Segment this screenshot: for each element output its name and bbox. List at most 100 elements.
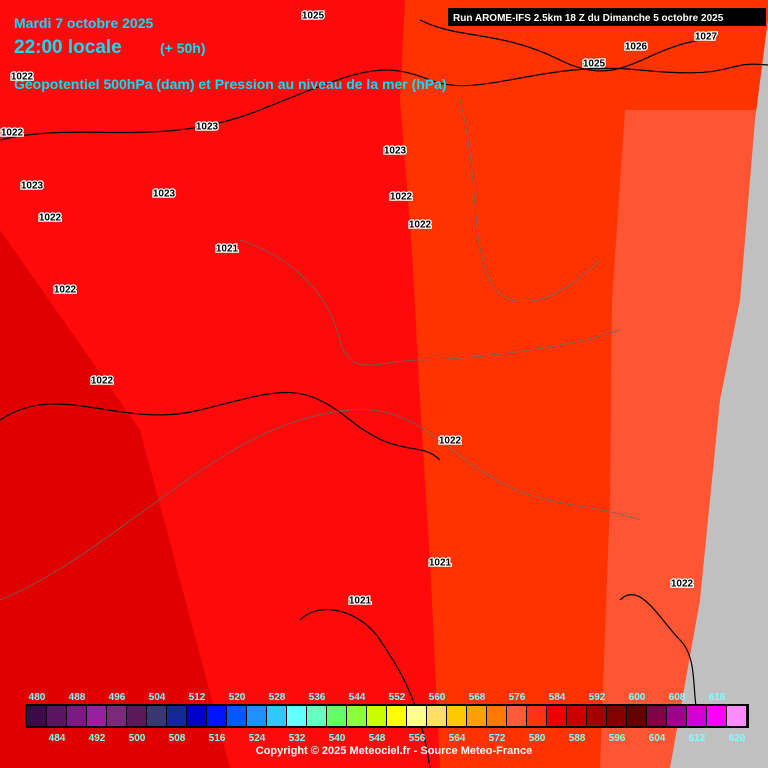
legend-swatch — [27, 706, 46, 726]
legend-swatch — [467, 706, 486, 726]
legend-swatch — [327, 706, 346, 726]
legend-swatch — [367, 706, 386, 726]
legend-label: 532 — [289, 733, 306, 744]
legend-label: 580 — [529, 733, 546, 744]
legend-label: 620 — [729, 733, 746, 744]
legend-label: 588 — [569, 733, 586, 744]
isobar-label: 1023 — [384, 146, 407, 157]
legend-label: 612 — [689, 733, 706, 744]
legend-swatch — [347, 706, 366, 726]
legend-label: 544 — [349, 692, 366, 703]
legend-label: 540 — [329, 733, 346, 744]
legend-label: 596 — [609, 733, 626, 744]
legend-swatch — [487, 706, 506, 726]
isobar-label: 1027 — [695, 32, 718, 43]
legend-swatch — [607, 706, 626, 726]
legend-swatch — [707, 706, 726, 726]
legend-swatch — [387, 706, 406, 726]
isobar-label: 1025 — [583, 59, 606, 70]
legend-label: 568 — [469, 692, 486, 703]
legend-swatch — [87, 706, 106, 726]
legend-label: 592 — [589, 692, 606, 703]
time: 22:00 locale — [14, 37, 122, 58]
isobar-label: 1021 — [429, 558, 452, 569]
legend-label: 564 — [449, 733, 466, 744]
run-box — [448, 8, 766, 26]
legend-swatch — [667, 706, 686, 726]
legend-label: 600 — [629, 692, 646, 703]
legend-swatch — [147, 706, 166, 726]
legend-swatch — [127, 706, 146, 726]
legend-swatch — [527, 706, 546, 726]
isobar-label: 1022 — [54, 285, 77, 296]
isobar-label: 1022 — [439, 436, 462, 447]
legend-label: 560 — [429, 692, 446, 703]
legend-label: 488 — [69, 692, 86, 703]
legend-label: 492 — [89, 733, 106, 744]
legend-swatch — [107, 706, 126, 726]
borders — [0, 99, 641, 601]
legend-swatch — [427, 706, 446, 726]
legend-swatch — [307, 706, 326, 726]
legend-label: 604 — [649, 733, 666, 744]
isobar-label: 1022 — [409, 220, 432, 231]
legend-swatch — [247, 706, 266, 726]
legend-label: 516 — [209, 733, 226, 744]
legend-swatch — [447, 706, 466, 726]
legend-label: 524 — [249, 733, 266, 744]
legend-swatch — [547, 706, 566, 726]
legend-label: 496 — [109, 692, 126, 703]
isobar-label: 1022 — [671, 579, 694, 590]
legend-swatch — [47, 706, 66, 726]
legend-label: 528 — [269, 692, 286, 703]
legend-label: 616 — [709, 692, 726, 703]
isobar-label: 1022 — [390, 192, 413, 203]
legend-swatch — [207, 706, 226, 726]
legend-swatch — [507, 706, 526, 726]
no-data — [670, 0, 768, 768]
isobar-label: 1023 — [196, 122, 219, 133]
legend-label: 500 — [129, 733, 146, 744]
copyright: Copyright © 2025 Meteociel.fr - Source M… — [256, 745, 532, 757]
legend-label: 508 — [169, 733, 186, 744]
legend-swatch — [67, 706, 86, 726]
legend-label: 512 — [189, 692, 206, 703]
lead: (+ 50h) — [160, 40, 206, 56]
legend-label: 480 — [29, 692, 46, 703]
legend-label: 576 — [509, 692, 526, 703]
legend-label: 504 — [149, 692, 166, 703]
run-info: Run AROME-IFS 2.5km 18 Z du Dimanche 5 o… — [453, 13, 724, 24]
legend-swatch — [227, 706, 246, 726]
legend-label: 520 — [229, 692, 246, 703]
isobar-label: 1026 — [625, 42, 648, 53]
legend-label: 536 — [309, 692, 326, 703]
isobar-label: 1023 — [153, 189, 176, 200]
legend-label: 556 — [409, 733, 426, 744]
legend-swatch — [407, 706, 426, 726]
legend-swatch — [647, 706, 666, 726]
legend-label: 608 — [669, 692, 686, 703]
isobar-label: 1021 — [216, 244, 239, 255]
field-title: Geopotentiel 500hPa (dam) et Pression au… — [14, 76, 447, 92]
legend-swatch — [267, 706, 286, 726]
legend-swatch — [187, 706, 206, 726]
legend-label: 552 — [389, 692, 406, 703]
legend-swatch — [727, 706, 746, 726]
legend-swatch — [587, 706, 606, 726]
isobar-label: 1022 — [1, 128, 24, 139]
legend-swatch — [627, 706, 646, 726]
isobar-label: 1022 — [91, 376, 114, 387]
field-dark-red — [0, 230, 230, 768]
legend-label: 572 — [489, 733, 506, 744]
legend-label: 484 — [49, 733, 66, 744]
isobar-label: 1022 — [11, 72, 34, 83]
isobar-label: 1023 — [21, 181, 44, 192]
isobar-label: 1025 — [302, 11, 325, 22]
legend-swatch — [167, 706, 186, 726]
date: Mardi 7 octobre 2025 — [14, 15, 153, 31]
legend-swatch — [567, 706, 586, 726]
legend-swatch — [687, 706, 706, 726]
legend-label: 548 — [369, 733, 386, 744]
legend-label: 584 — [549, 692, 566, 703]
